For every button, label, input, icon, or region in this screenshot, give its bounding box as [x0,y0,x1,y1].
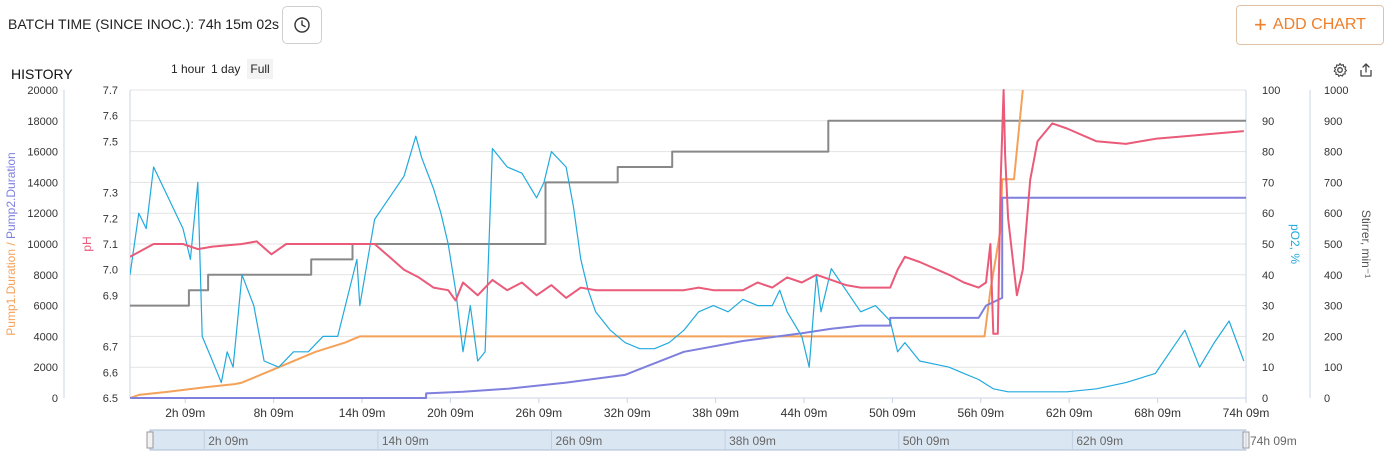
x-axis-tick-label: 26h 09m [515,406,562,420]
navigator-tick-label: 26h 09m [556,434,603,448]
navigator-tick-label: 38h 09m [729,434,776,448]
navigator-tick-label: 74h 09m [1250,434,1297,448]
stirrer-axis-tick-label: 1000 [1324,85,1348,97]
stirrer-axis-tick-label: 200 [1324,331,1342,343]
x-axis-tick-label: 20h 09m [427,406,474,420]
series-line-ph[interactable] [130,89,1244,335]
po2-axis-tick-label: 0 [1262,393,1268,405]
stirrer-axis-tick-label: 100 [1324,362,1342,374]
range-full-button[interactable]: Full [247,59,273,79]
batch-time-clock-button[interactable] [282,6,322,44]
stirrer-axis-tick-label: 500 [1324,239,1342,251]
po2-axis-tick-label: 80 [1262,147,1274,159]
x-axis-tick-label: 62h 09m [1046,406,1093,420]
ph-axis-tick-label: 7.2 [103,213,118,225]
x-axis-tick-label: 14h 09m [339,406,386,420]
po2-axis-tick-label: 70 [1262,177,1274,189]
x-axis-tick-label: 68h 09m [1134,406,1181,420]
range-1-hour-button[interactable]: 1 hour [171,62,206,76]
batch-time: BATCH TIME (SINCE INOC.): 74h 15m 02s [8,16,279,32]
ph-axis-tick-label: 6.9 [103,290,118,302]
po2-axis-tick-label: 50 [1262,239,1274,251]
pump-axis-title: Pump1.Duration / Pump2.Duration [4,152,18,335]
po2-axis-tick-label: 60 [1262,208,1274,220]
navigator-tick-label: 14h 09m [382,434,429,448]
range-selector: 1 hour 1 day Full [168,59,273,79]
po2-axis-tick-label: 90 [1262,116,1274,128]
pump-axis-tick-label: 2000 [34,362,58,374]
range-1-day-button[interactable]: 1 day [211,62,241,76]
pump-axis-tick-label: 18000 [27,116,58,128]
pump-axis-tick-label: 14000 [27,177,58,189]
stirrer-axis-tick-label: 700 [1324,177,1342,189]
x-axis-tick-label: 8h 09m [254,406,294,420]
pump-axis-tick-label: 12000 [27,208,58,220]
ph-axis-tick-label: 7.1 [103,239,118,251]
navigator-tick-label: 2h 09m [208,434,248,448]
ph-axis-tick-label: 7.5 [103,136,118,148]
pump-axis-tick-label: 8000 [34,270,58,282]
ph-axis-tick-label: 7.3 [103,188,118,200]
ph-axis-tick-label: 6.7 [103,342,118,354]
pump-axis-tick-label: 6000 [34,301,58,313]
gear-icon[interactable] [1332,62,1348,78]
x-axis-tick-label: 50h 09m [869,406,916,420]
stirrer-axis-title: Stirrer, min⁻¹ [1359,210,1373,278]
ph-axis-tick-label: 6.6 [103,367,118,379]
ph-axis-tick-label: 7.0 [103,265,118,277]
ph-axis-tick-label: 7.7 [103,85,118,97]
po2-axis-tick-label: 40 [1262,270,1274,282]
ph-axis-tick-label: 6.5 [103,393,118,405]
chart-toolbar [1332,62,1374,78]
export-icon[interactable] [1358,62,1374,78]
plus-icon: + [1254,12,1267,37]
stirrer-axis-tick-label: 0 [1324,393,1330,405]
x-axis-tick-label: 2h 09m [165,406,205,420]
series-line-stirrer[interactable] [130,119,1246,307]
pump-axis-tick-label: 0 [52,393,58,405]
pump-axis-title-separator: / [4,239,18,249]
navigator-tick-label: 62h 09m [1076,434,1123,448]
stirrer-axis-tick-label: 300 [1324,301,1342,313]
navigator-tick-label: 50h 09m [903,434,950,448]
series-line-pump2-duration[interactable] [130,196,1246,399]
stirrer-axis-tick-label: 600 [1324,208,1342,220]
add-chart-label: ADD CHART [1272,16,1366,33]
ph-axis-tick-label: 7.6 [103,111,118,123]
po2-axis-tick-label: 10 [1262,362,1274,374]
x-axis-tick-label: 32h 09m [604,406,651,420]
history-title: HISTORY [11,66,73,82]
x-axis-tick-label: 56h 09m [957,406,1004,420]
po2-axis-tick-label: 100 [1262,85,1280,97]
navigator-left-handle[interactable] [146,431,154,449]
po2-axis-tick-label: 30 [1262,301,1274,313]
stirrer-axis-tick-label: 900 [1324,116,1342,128]
po2-axis-title: pO2, % [1288,224,1302,264]
x-axis-tick-label: 44h 09m [781,406,828,420]
pump1-axis-title-part: Pump1.Duration [4,249,18,336]
stirrer-axis-tick-label: 400 [1324,270,1342,282]
x-axis-tick-label: 38h 09m [692,406,739,420]
pump-axis-tick-label: 20000 [27,85,58,97]
pump-axis-tick-label: 4000 [34,331,58,343]
series-line-po2[interactable] [130,135,1245,393]
stirrer-axis-tick-label: 800 [1324,147,1342,159]
x-axis-tick-label: 74h 09m [1223,406,1270,420]
ph-axis-title: pH [80,236,94,251]
pump2-axis-title-part: Pump2.Duration [4,152,18,239]
add-chart-button[interactable]: + ADD CHART [1236,5,1384,45]
pump-axis-tick-label: 16000 [27,147,58,159]
clock-icon [294,17,310,33]
pump-axis-tick-label: 10000 [27,239,58,251]
po2-axis-tick-label: 20 [1262,331,1274,343]
